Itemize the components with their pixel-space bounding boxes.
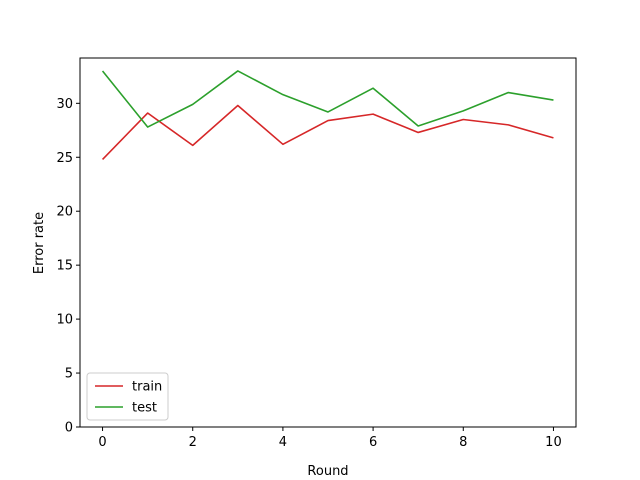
x-tick-label: 0 bbox=[98, 435, 106, 450]
legend-label-train: train bbox=[132, 380, 162, 395]
y-axis-title: Error rate bbox=[32, 212, 47, 274]
plot-area bbox=[80, 58, 576, 427]
y-tick-label: 15 bbox=[56, 259, 73, 274]
x-tick-label: 10 bbox=[545, 435, 562, 450]
y-tick-label: 0 bbox=[65, 421, 73, 436]
series-line-test bbox=[101, 70, 554, 128]
x-tick-label: 8 bbox=[459, 435, 467, 450]
plot-frame bbox=[79, 57, 577, 428]
legend-label-test: test bbox=[132, 401, 157, 416]
y-tick-label: 20 bbox=[56, 205, 73, 220]
x-tick-label: 2 bbox=[189, 435, 197, 450]
x-tick-label: 4 bbox=[279, 435, 287, 450]
y-tick-label: 10 bbox=[56, 313, 73, 328]
y-tick-label: 5 bbox=[65, 367, 73, 382]
legend: train test bbox=[86, 372, 169, 421]
x-axis: 0 2 4 6 8 10 bbox=[98, 427, 562, 450]
series-line-train bbox=[101, 104, 554, 160]
y-axis: 0 5 10 15 20 25 30 bbox=[56, 97, 80, 436]
x-axis-title: Round bbox=[307, 464, 348, 479]
y-tick-label: 25 bbox=[56, 151, 73, 166]
series-layer bbox=[101, 70, 554, 160]
y-tick-label: 30 bbox=[56, 97, 73, 112]
x-tick-label: 6 bbox=[369, 435, 377, 450]
legend-box bbox=[86, 372, 169, 421]
